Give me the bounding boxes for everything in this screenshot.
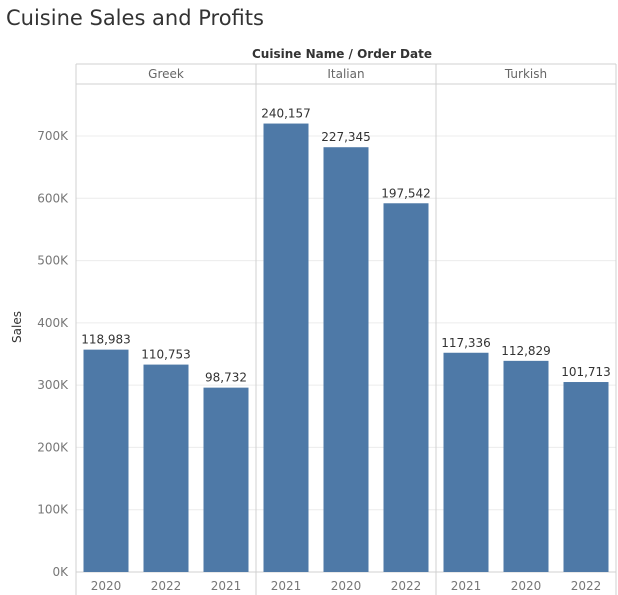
pane-header-italian: Italian (327, 67, 364, 81)
data-label: 112,829 (501, 344, 551, 358)
y-tick-label: 500K (37, 254, 69, 268)
pane-header-greek: Greek (148, 67, 184, 81)
x-tick-label: 2021 (451, 579, 482, 593)
bar-turkish-2022 (563, 382, 609, 572)
y-tick-label: 100K (37, 503, 69, 517)
y-tick-label: 200K (37, 440, 69, 454)
data-label: 101,713 (561, 365, 611, 379)
y-tick-label: 0K (52, 565, 69, 579)
bar-greek-2022 (143, 364, 189, 572)
data-label: 98,732 (205, 371, 247, 385)
bar-italian-2021 (263, 123, 309, 573)
bar-italian-2020 (323, 147, 369, 572)
bar-greek-2020 (83, 349, 129, 572)
data-label: 118,983 (81, 333, 131, 347)
x-tick-label: 2022 (391, 579, 422, 593)
y-axis-title: Sales (10, 311, 24, 343)
x-tick-label: 2021 (211, 579, 242, 593)
x-tick-label: 2020 (331, 579, 362, 593)
y-tick-label: 300K (37, 378, 69, 392)
x-tick-label: 2022 (151, 579, 182, 593)
y-tick-label: 600K (37, 191, 69, 205)
x-tick-label: 2022 (571, 579, 602, 593)
data-label: 240,157 (261, 107, 311, 121)
x-tick-label: 2020 (511, 579, 542, 593)
x-tick-label: 2020 (91, 579, 122, 593)
data-label: 117,336 (441, 336, 491, 350)
pane-header-turkish: Turkish (504, 67, 547, 81)
bar-turkish-2020 (503, 360, 549, 572)
data-label: 197,542 (381, 186, 431, 200)
data-label: 227,345 (321, 130, 371, 144)
bar-greek-2021 (203, 387, 249, 572)
data-label: 110,753 (141, 348, 191, 362)
y-tick-label: 400K (37, 316, 69, 330)
bar-italian-2022 (383, 203, 429, 573)
header-label: Cuisine Name / Order Date (252, 47, 432, 61)
chart-title: Cuisine Sales and Profits (6, 6, 264, 30)
bar-turkish-2021 (443, 352, 489, 572)
x-tick-label: 2021 (271, 579, 302, 593)
y-tick-label: 700K (37, 129, 69, 143)
